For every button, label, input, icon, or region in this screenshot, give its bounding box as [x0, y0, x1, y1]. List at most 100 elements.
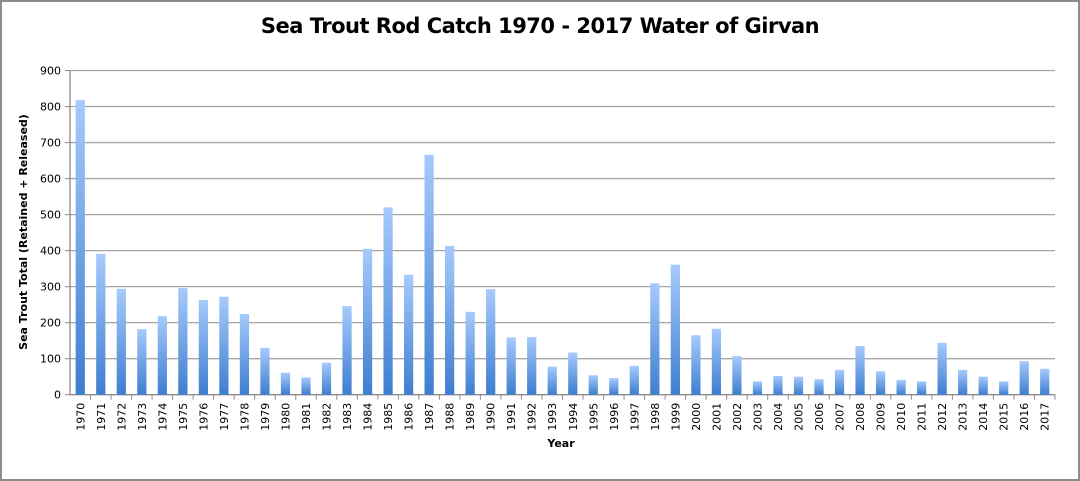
y-tick-label: 500 — [40, 209, 61, 222]
x-tick-label: 1996 — [608, 403, 621, 431]
x-tick-label: 1999 — [669, 403, 682, 431]
x-tick-label: 1977 — [218, 403, 231, 431]
x-tick-label: 1978 — [238, 403, 251, 431]
x-tick-label: 1998 — [649, 403, 662, 431]
x-axis-label: Year — [546, 437, 575, 450]
bar — [157, 316, 167, 395]
x-tick-label: 1970 — [74, 403, 87, 431]
x-tick-label: 2002 — [731, 403, 744, 431]
x-tick-label: 2012 — [936, 403, 949, 431]
x-tick-label: 1995 — [587, 403, 600, 431]
bar — [752, 381, 763, 395]
x-tick-label: 1997 — [628, 403, 641, 431]
bar — [793, 376, 804, 395]
bar — [875, 371, 886, 395]
x-tick-label: 2005 — [792, 403, 805, 431]
x-tick-label: 2016 — [1018, 403, 1031, 431]
x-tick-label: 2000 — [690, 403, 703, 431]
bar — [239, 314, 250, 395]
bar — [403, 274, 414, 395]
x-tick-label: 1976 — [197, 403, 210, 431]
x-tick-label: 1991 — [505, 403, 518, 431]
bar — [137, 329, 147, 395]
bar — [465, 311, 475, 395]
bar — [445, 245, 455, 395]
bar — [383, 207, 393, 395]
x-tick-label: 2009 — [875, 403, 888, 431]
x-tick-label: 2008 — [854, 403, 867, 431]
gridlines — [65, 69, 1055, 396]
bar — [999, 381, 1009, 395]
bar — [670, 264, 680, 395]
bar — [219, 296, 229, 395]
x-tick-label: 1990 — [485, 403, 498, 431]
bar — [711, 328, 722, 395]
y-tick-label: 200 — [40, 317, 61, 330]
bar — [732, 356, 742, 395]
bar — [855, 346, 865, 395]
bar — [896, 379, 906, 395]
x-tick-label: 2013 — [957, 403, 970, 431]
x-tick-label: 1974 — [156, 403, 169, 431]
bar — [321, 362, 332, 395]
y-tick-label: 100 — [40, 353, 61, 366]
bar — [506, 337, 516, 395]
x-tick-label: 1979 — [259, 403, 272, 431]
x-tick-label: 1980 — [279, 403, 292, 431]
x-tick-label: 2001 — [710, 403, 723, 431]
x-tick-label: 1981 — [300, 403, 313, 431]
bar — [342, 306, 352, 395]
bar — [978, 376, 988, 395]
y-tick-label: 400 — [40, 245, 61, 258]
x-tick-label: 2014 — [977, 403, 990, 431]
bar — [75, 100, 85, 395]
bar — [629, 365, 639, 395]
x-tick-label: 1985 — [382, 403, 395, 431]
bar — [198, 299, 209, 395]
bar — [650, 283, 660, 395]
bar — [547, 366, 557, 395]
chart-title: Sea Trout Rod Catch 1970 - 2017 Water of… — [260, 14, 820, 38]
x-tick-label: 1971 — [95, 403, 108, 431]
bar — [916, 381, 927, 395]
bar — [424, 154, 434, 395]
bar — [814, 379, 824, 395]
bar — [280, 372, 291, 395]
bar — [486, 289, 496, 395]
bar — [116, 288, 126, 395]
bar — [834, 369, 845, 395]
bar — [568, 352, 578, 395]
x-tick-label: 1982 — [321, 403, 334, 431]
x-tick-label: 1975 — [177, 403, 190, 431]
bar — [260, 347, 270, 395]
x-tick-label: 1987 — [423, 403, 436, 431]
bar — [773, 375, 783, 395]
y-tick-label: 0 — [54, 389, 61, 402]
bar — [1040, 368, 1050, 395]
x-tick-label: 1994 — [567, 403, 580, 431]
bar — [527, 337, 537, 395]
x-tick-label: 2011 — [916, 403, 929, 431]
x-tick-label: 2015 — [998, 403, 1011, 431]
bar — [937, 342, 947, 395]
x-tick-label: 2017 — [1039, 403, 1052, 431]
x-tick-label: 1993 — [546, 403, 559, 431]
y-tick-label: 600 — [40, 173, 61, 186]
bars — [75, 100, 1050, 395]
bar — [96, 253, 106, 395]
x-tick-label: 2003 — [751, 403, 764, 431]
x-tick-label: 2006 — [813, 403, 826, 431]
x-tick-label: 1992 — [526, 403, 539, 431]
y-tick-label: 700 — [40, 137, 61, 150]
bar — [178, 288, 188, 395]
bar — [588, 375, 598, 395]
y-axis-label: Sea Trout Total (Retained + Released) — [17, 114, 30, 350]
x-tick-label: 2004 — [772, 403, 785, 431]
bar — [691, 335, 701, 395]
x-tick-label: 1983 — [341, 403, 354, 431]
x-tick-label: 1989 — [464, 403, 477, 431]
y-tick-label: 300 — [40, 281, 61, 294]
y-axis-ticks: 0 100 200 300 400 500 600 700 800 900 — [40, 65, 61, 402]
